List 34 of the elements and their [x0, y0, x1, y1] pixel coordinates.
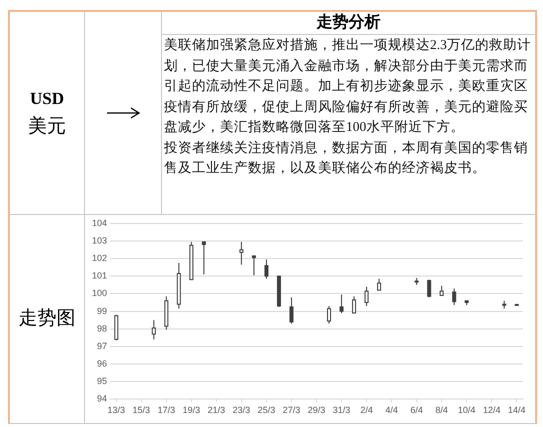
y-tick-label: 94 [97, 394, 108, 404]
y-tick-label: 100 [92, 288, 108, 298]
y-tick-label: 103 [92, 235, 108, 246]
x-tick-label: 25/3 [258, 405, 276, 416]
y-tick-label: 101 [92, 270, 108, 281]
text: 美元 [28, 116, 66, 137]
x-tick-label: 4/4 [385, 405, 398, 416]
x-tick-label: 10/4 [458, 405, 476, 416]
x-tick-label: 15/3 [132, 405, 150, 416]
y-tick-label: 99 [97, 306, 108, 316]
y-tick-label: 104 [92, 218, 108, 228]
text: 美联储加强紧急应对措施，推出一项规模达2.3万亿的救助计划，已使大量美元涌入金融市场，解决部分由于美元需求而引起的流动性不足问题。加上有初步迹象显示，美欧重灾区疫情有所放缓，促使上周风险偏好有所改善，美元的避险买盘减少，美汇指数略微回落至100水平附近下方。 [163, 36, 532, 136]
x-tick-label: 21/3 [208, 405, 226, 416]
x-tick-label: 6/4 [410, 405, 423, 416]
chart-title: 走势分析 [162, 12, 535, 35]
y-tick-label: 96 [97, 358, 108, 369]
x-tick-label: 14/4 [508, 405, 526, 416]
x-tick-label: 31/3 [332, 405, 350, 416]
x-tick-label: 27/3 [282, 405, 300, 416]
y-tick-label: 95 [97, 376, 108, 386]
x-tick-label: 19/3 [182, 405, 200, 416]
x-tick-label: 29/3 [308, 405, 326, 416]
x-tick-label: 13/3 [108, 405, 126, 416]
y-tick-label: 102 [92, 253, 108, 264]
x-tick-label: 12/4 [482, 405, 500, 416]
x-tick-label: 2/4 [360, 405, 373, 416]
text: 走势图 [10, 214, 84, 424]
text: USD [30, 89, 64, 108]
text: 投资者继续关注疫情消息，数据方面，本周有美国的零售销售及工业生产数据，以及美联储公布的经济褐皮书。 [163, 138, 529, 177]
y-tick-label: 98 [97, 323, 108, 334]
y-tick-label: 97 [97, 340, 108, 351]
x-tick-label: 23/3 [232, 405, 250, 416]
x-tick-label: 8/4 [435, 405, 448, 416]
x-tick-label: 17/3 [158, 405, 176, 416]
